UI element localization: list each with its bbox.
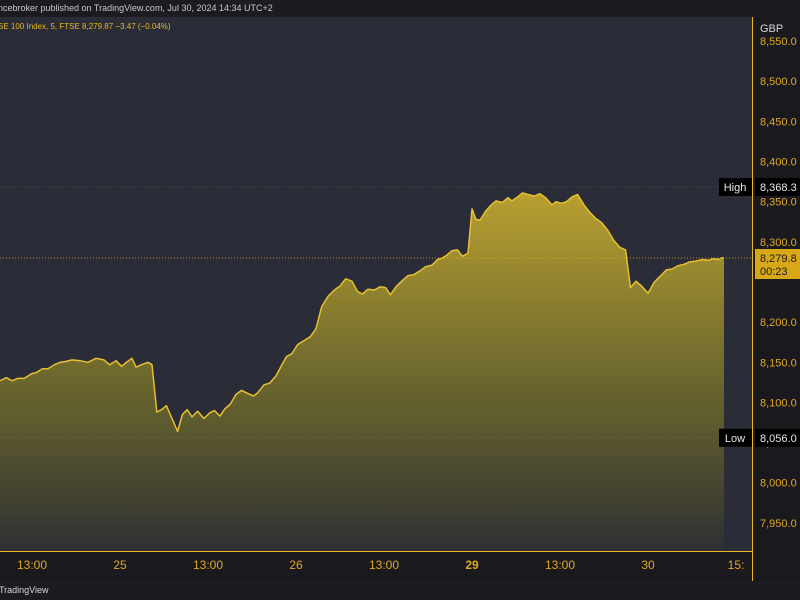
last-price-box xyxy=(755,249,800,280)
y-tick-label: 8,200.0 xyxy=(760,317,797,329)
low-label: Low xyxy=(725,433,745,445)
y-tick-label: 8,150.0 xyxy=(760,357,797,369)
countdown-timer: 00:23 xyxy=(760,266,788,278)
y-tick-label: 8,000.0 xyxy=(760,478,797,490)
y-tick-label: 8,350.0 xyxy=(760,197,797,209)
low-label-box xyxy=(719,428,752,447)
y-tick-label: 8,450.0 xyxy=(760,116,797,128)
published-text: ncebroker published on TradingView.com, … xyxy=(0,3,273,13)
x-tick-label: 13:00 xyxy=(369,558,399,572)
legend-text: SE 100 Index, 5, FTSE 8,279.87 −3.47 (−0… xyxy=(0,22,171,31)
price-line xyxy=(0,192,724,433)
x-tick-label: 13:00 xyxy=(17,558,47,572)
brand-footer: TradingView xyxy=(0,581,800,600)
high-label-box xyxy=(719,177,752,196)
currency-label: GBP xyxy=(760,23,783,35)
chart-legend: SE 100 Index, 5, FTSE 8,279.87 −3.47 (−0… xyxy=(0,22,171,31)
y-tick-label: 7,950.0 xyxy=(760,518,797,530)
x-tick-label: 29 xyxy=(465,558,479,572)
brand-text: TradingView xyxy=(0,585,49,595)
x-tick-label: 30 xyxy=(641,558,655,572)
low-value-box xyxy=(755,428,800,447)
y-tick-label: 8,500.0 xyxy=(760,76,797,88)
x-tick-label: 13:00 xyxy=(545,558,575,572)
price-area-fill xyxy=(0,192,724,551)
high-label: High xyxy=(724,182,747,194)
y-tick-label: 8,100.0 xyxy=(760,397,797,409)
price-axis-background xyxy=(752,17,800,581)
time-axis-background xyxy=(0,551,800,581)
x-tick-label: 25 xyxy=(113,558,127,572)
last-price-value: 8,279.8 xyxy=(760,253,797,265)
x-tick-label: 15: xyxy=(728,558,745,572)
y-tick-label: 8,550.0 xyxy=(760,36,797,48)
y-tick-label: 8,400.0 xyxy=(760,157,797,169)
x-tick-label: 26 xyxy=(289,558,303,572)
y-tick-label: 8,300.0 xyxy=(760,237,797,249)
high-value: 8,368.3 xyxy=(760,182,797,194)
low-value: 8,056.0 xyxy=(760,433,797,445)
x-tick-label: 13:00 xyxy=(193,558,223,572)
high-value-box xyxy=(755,177,800,196)
